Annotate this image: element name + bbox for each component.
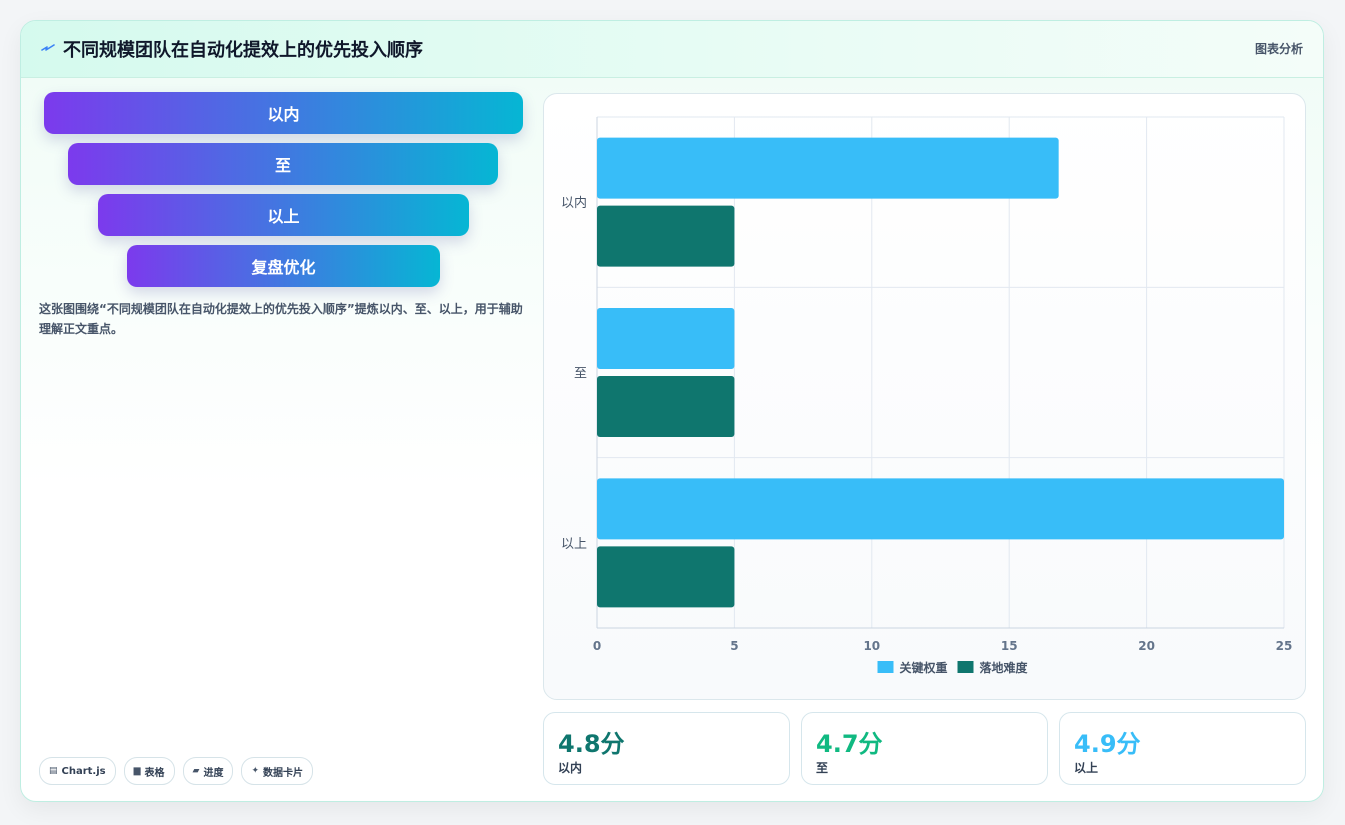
stat-label: 以上 — [1074, 761, 1099, 775]
tag-label: 表格 — [144, 767, 165, 779]
bar — [597, 137, 1059, 199]
x-tick-label: 25 — [1276, 639, 1293, 653]
tag-list: ▤ Chart.js ▆ 表格 ▰ 进度 ✦ 数据卡片 — [39, 757, 314, 785]
stat-value: 4.7分 — [816, 730, 883, 758]
main-card: 不同规模团队在自动化提效上的优先投入顺序 图表分析 以内 至 以上 复盘优化 这… — [20, 20, 1324, 802]
x-tick-label: 5 — [730, 639, 738, 653]
bar — [597, 205, 735, 267]
bar — [597, 546, 735, 608]
bar — [597, 376, 735, 437]
stat-value: 4.8分 — [558, 730, 625, 758]
x-tick-label: 20 — [1138, 639, 1155, 653]
sparkle-icon — [41, 44, 55, 51]
funnel-step-label: 以内 — [267, 105, 300, 124]
funnel-step-1: 以内 — [44, 92, 523, 134]
header: 不同规模团队在自动化提效上的优先投入顺序 图表分析 — [21, 21, 1323, 78]
stat-label: 至 — [816, 761, 829, 775]
funnel-step-label: 复盘优化 — [251, 258, 316, 277]
tag-label: 进度 — [203, 767, 224, 779]
progress-icon: ▰ — [192, 766, 200, 776]
chart-icon: ▤ — [49, 766, 58, 776]
legend-swatch — [957, 661, 974, 673]
y-tick-label: 至 — [574, 367, 587, 382]
tag-chartjs[interactable]: ▤ Chart.js — [39, 757, 116, 785]
funnel-step-2: 至 — [68, 143, 498, 185]
x-tick-label: 0 — [593, 639, 601, 653]
chart-description: 这张图围绕“不同规模团队在自动化提效上的优先投入顺序”提炼以内、至、以上，用于辅… — [39, 302, 523, 336]
x-tick-label: 10 — [863, 639, 880, 653]
legend-label: 关键权重 — [900, 660, 948, 675]
funnel-step-4: 复盘优化 — [127, 245, 440, 287]
tag-label: Chart.js — [61, 765, 106, 777]
tag-table[interactable]: ▆ 表格 — [123, 757, 175, 785]
bar — [597, 478, 1284, 540]
chart-panel: 0 5 10 15 20 25 以内至以上关键权重 落地难度 — [543, 93, 1306, 700]
funnel-step-label: 以上 — [267, 207, 300, 226]
legend-label: 落地难度 — [980, 660, 1029, 675]
stat-label: 以内 — [558, 761, 583, 775]
page-title: 不同规模团队在自动化提效上的优先投入顺序 — [63, 40, 423, 61]
y-tick-label: 以上 — [561, 537, 587, 552]
y-tick-label: 以内 — [561, 195, 587, 211]
x-tick-label: 15 — [1001, 639, 1018, 653]
bar — [597, 308, 735, 369]
table-icon: ▆ — [133, 766, 141, 776]
stat-card-1: 4.8分 以内 — [543, 712, 790, 785]
stat-card-3: 4.9分 以上 — [1059, 712, 1306, 785]
data-card-icon: ✦ — [251, 766, 260, 776]
funnel-step-label: 至 — [274, 156, 291, 175]
tag-progress[interactable]: ▰ 进度 — [182, 757, 234, 785]
funnel-step-3: 以上 — [98, 194, 469, 236]
stat-value: 4.9分 — [1074, 730, 1141, 758]
stat-card-2: 4.7分 至 — [801, 712, 1048, 785]
tag-data-card[interactable]: ✦ 数据卡片 — [241, 757, 314, 785]
tag-label: 数据卡片 — [263, 767, 304, 779]
chart-analysis-link[interactable]: 图表分析 — [1254, 42, 1303, 56]
legend-swatch — [877, 661, 894, 673]
